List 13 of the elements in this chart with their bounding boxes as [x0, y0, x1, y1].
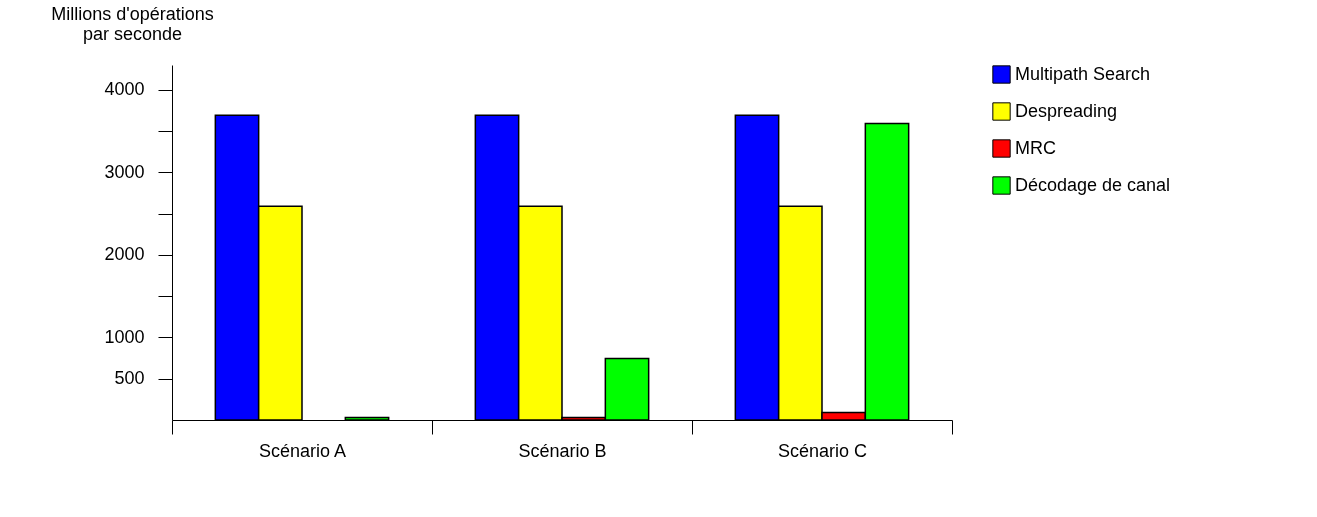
- y-tick-label: 4000: [104, 79, 145, 100]
- y-tick-label: 1000: [104, 326, 145, 347]
- x-tick-label: Scénario A: [258, 440, 347, 461]
- y-axis-title: Millions d'opérations par seconde: [51, 3, 214, 44]
- y-tick-label: 2000: [104, 244, 145, 265]
- x-tick-label: Scénario B: [518, 440, 607, 461]
- y-tick-label: 3000: [104, 161, 145, 182]
- x-tick-label: Scénario C: [777, 440, 868, 461]
- legend-label: Décodage de canal: [1015, 174, 1171, 195]
- legend-label: Despreading: [1015, 100, 1118, 121]
- legend-label: MRC: [1015, 137, 1056, 158]
- y-tick-label: 500: [114, 368, 145, 389]
- legend-label: Multipath Search: [1015, 63, 1151, 84]
